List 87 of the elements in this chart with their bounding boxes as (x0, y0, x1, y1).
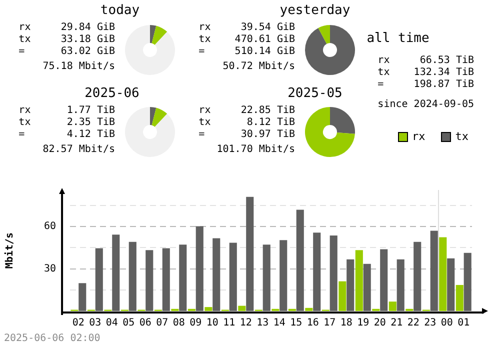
bar (78, 283, 86, 311)
bar (212, 238, 220, 311)
x-tick-label: 07 (156, 318, 168, 329)
x-tick-label: 17 (324, 318, 336, 329)
y-axis-title: Mbit/s (4, 232, 16, 269)
bar (196, 226, 204, 311)
text: tx 8.12 TiB (198, 117, 295, 129)
text: tx 470.61 GiB (198, 34, 295, 46)
legend-label: tx (455, 130, 468, 143)
bar (338, 281, 346, 311)
x-tick-label: 05 (122, 318, 135, 329)
bar (430, 230, 438, 311)
x-tick-label: 20 (374, 318, 386, 329)
x-tick-label: 04 (106, 318, 118, 329)
x-tick-label: 08 (172, 318, 185, 329)
x-tick-label: 22 (407, 318, 420, 329)
text: 82.57 Mbit/s (42, 144, 115, 156)
bar (128, 242, 136, 311)
text: = 198.87 TiB (378, 79, 474, 91)
x-tick-label: 00 (440, 318, 453, 329)
text: rx 1.77 TiB (18, 105, 115, 117)
bar (313, 232, 321, 311)
bar (456, 284, 464, 311)
x-tick-label: 01 (458, 318, 470, 329)
bar (346, 259, 354, 311)
bar (246, 196, 254, 311)
bar (447, 258, 455, 311)
x-tick-label: 02 (72, 318, 84, 329)
text: rx 29.84 GiB (18, 22, 115, 34)
x-tick-label: 21 (390, 318, 403, 329)
text: = 4.12 TiB (18, 129, 115, 141)
text: tx 33.18 GiB (18, 34, 115, 46)
text: tx 2.35 TiB (18, 117, 115, 129)
x-tick-label: 09 (190, 318, 202, 329)
bar (162, 248, 170, 311)
y-tick-label: 60 (44, 221, 56, 232)
text: = 510.14 GiB (198, 46, 295, 58)
text: = 30.97 TiB (198, 129, 295, 141)
bar (388, 302, 396, 311)
chart-title: today (100, 3, 140, 18)
chart-title: 2025-06 (84, 86, 140, 101)
x-tick-label: 11 (223, 318, 236, 329)
bar (280, 240, 288, 311)
x-tick-label: 19 (357, 318, 370, 329)
text: rx 22.85 TiB (198, 105, 295, 117)
text: all time (366, 31, 430, 46)
bar (380, 249, 388, 311)
chart-title: yesterday (280, 3, 350, 18)
text: 75.18 Mbit/s (42, 61, 115, 73)
bar (414, 242, 422, 311)
bar (262, 244, 270, 311)
text: tx 132.34 TiB (378, 67, 474, 79)
x-tick-label: 15 (290, 318, 302, 329)
bar (439, 237, 447, 311)
bar (396, 259, 404, 311)
y-tick-label: 30 (44, 263, 56, 274)
bar (296, 210, 304, 311)
x-tick-label: 10 (206, 318, 218, 329)
text: 101.70 Mbit/s (216, 144, 295, 156)
x-tick-label: 13 (256, 318, 269, 329)
bar (464, 252, 472, 311)
bar (112, 234, 120, 311)
bar (330, 235, 338, 311)
x-tick-label: 06 (139, 318, 152, 329)
bar (355, 250, 363, 311)
bar (146, 250, 154, 311)
legend-label: rx (412, 130, 426, 143)
bar (305, 308, 313, 311)
x-tick-label: 12 (240, 318, 252, 329)
x-tick-label: 14 (273, 318, 286, 329)
text: rx 39.54 GiB (198, 22, 295, 34)
text: rx 66.53 TiB (378, 55, 474, 67)
bar (95, 248, 103, 311)
bar (179, 244, 187, 311)
chart-title: 2025-05 (288, 86, 342, 101)
x-tick-label: 16 (306, 318, 319, 329)
x-tick-label: 18 (340, 318, 352, 329)
text: = 63.02 GiB (18, 46, 115, 58)
x-tick-label: 23 (424, 318, 436, 329)
bar (363, 264, 371, 311)
text: since 2024-09-05 (378, 99, 474, 111)
bar (229, 242, 237, 311)
text: 50.72 Mbit/s (222, 61, 295, 73)
bar (204, 307, 212, 311)
text: 2025-06-06 02:00 (4, 333, 100, 344)
x-tick-label: 03 (89, 318, 102, 329)
bar (238, 306, 246, 311)
